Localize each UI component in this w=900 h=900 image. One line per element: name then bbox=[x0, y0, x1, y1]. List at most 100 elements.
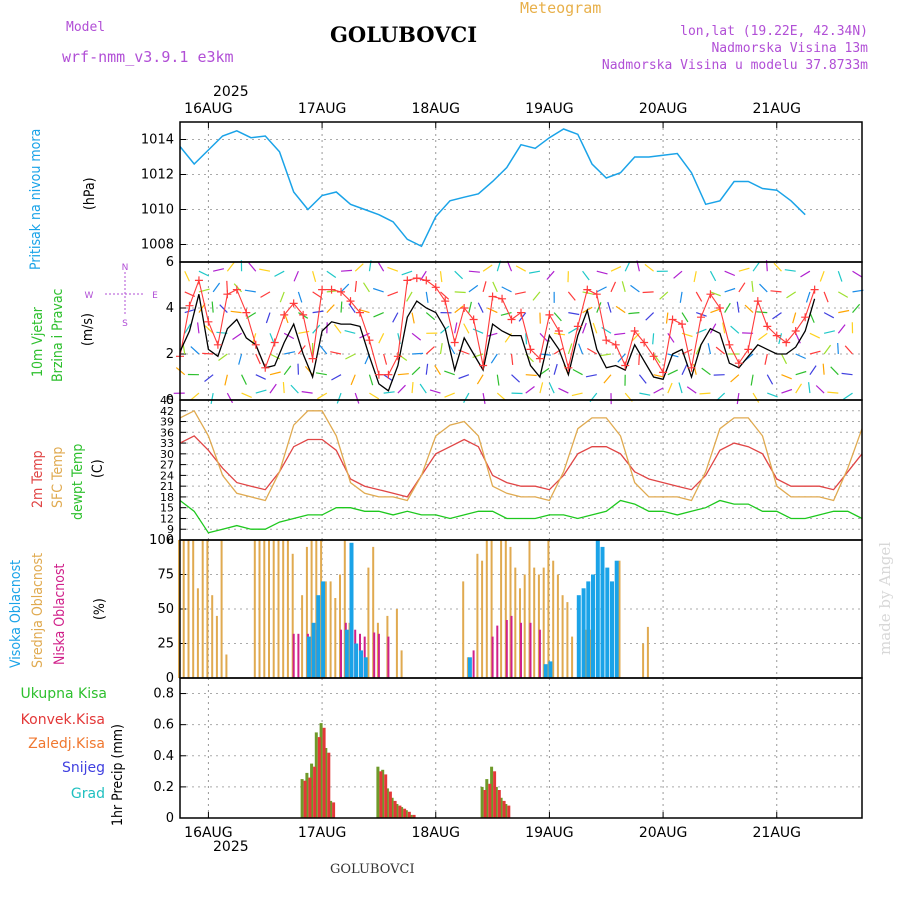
cloud-low-bar bbox=[387, 636, 390, 678]
gust-marker bbox=[422, 276, 431, 285]
wind-arrow bbox=[434, 365, 441, 376]
wind-arrow bbox=[665, 312, 669, 324]
wind-arrow bbox=[406, 291, 413, 302]
cloud-mid-bar bbox=[462, 581, 465, 678]
wind-arrow bbox=[326, 304, 335, 314]
compass-cross bbox=[105, 272, 145, 316]
wind-arrow bbox=[607, 301, 612, 313]
gust-marker bbox=[659, 368, 668, 377]
gust-marker bbox=[460, 304, 469, 312]
precip-total-bar bbox=[480, 786, 484, 818]
gust-marker bbox=[213, 340, 222, 349]
precip-conv-bar bbox=[407, 811, 411, 818]
y-tick-label: 12 bbox=[160, 512, 174, 525]
gust-marker bbox=[431, 283, 440, 292]
gust-marker bbox=[450, 338, 459, 347]
wind-arrow bbox=[340, 283, 350, 293]
wind-arrow bbox=[645, 312, 655, 321]
wind-arrow bbox=[248, 262, 257, 272]
gust-marker bbox=[242, 308, 251, 317]
wind-arrow bbox=[340, 301, 343, 313]
wind-arrow bbox=[582, 270, 590, 281]
wind-arrow bbox=[425, 346, 435, 355]
cloud-low-bar bbox=[520, 622, 522, 678]
cloud-mid-bar bbox=[277, 540, 280, 678]
wind-arrow bbox=[837, 324, 846, 334]
precip-total-bar bbox=[504, 804, 508, 818]
cloud-mid-bar bbox=[642, 643, 645, 678]
wind-arrow bbox=[781, 388, 793, 394]
wind-arrow bbox=[766, 374, 774, 385]
wind-arrow bbox=[585, 374, 597, 378]
wind-arrow bbox=[653, 387, 664, 394]
wind-arrow bbox=[238, 353, 243, 365]
wind-arrow bbox=[204, 374, 214, 382]
wind-arrow bbox=[282, 382, 285, 394]
gust-marker bbox=[753, 297, 762, 306]
gust-marker bbox=[223, 290, 232, 299]
wind-arrow bbox=[724, 302, 731, 313]
precip-total-bar bbox=[390, 797, 394, 818]
cloud-mid-bar bbox=[215, 615, 218, 678]
wind-arrow bbox=[383, 391, 395, 394]
gust-marker bbox=[611, 340, 620, 349]
precip-conv-bar bbox=[332, 802, 336, 818]
wind-arrow bbox=[241, 374, 247, 385]
day-label-top: 21AUG bbox=[753, 101, 802, 117]
wind-arrow bbox=[572, 368, 583, 376]
wind-arrow bbox=[724, 270, 736, 277]
wind-arrow bbox=[610, 281, 617, 293]
gust-marker bbox=[782, 338, 791, 347]
wind-arrow bbox=[639, 392, 651, 396]
wind-arrow bbox=[525, 386, 535, 394]
dewpoint-line bbox=[179, 499, 863, 534]
wind-arrow bbox=[808, 382, 811, 394]
precip-conv-bar bbox=[398, 805, 402, 818]
y-tick-label: 15 bbox=[160, 502, 174, 515]
wind-arrow bbox=[568, 312, 580, 316]
cloud-mid-bar bbox=[310, 540, 313, 678]
wind-arrow bbox=[477, 302, 484, 313]
wind-arrow bbox=[592, 322, 598, 334]
wind-arrow bbox=[482, 264, 493, 272]
wind-arrow bbox=[486, 332, 498, 337]
cloud-mid-bar bbox=[500, 540, 503, 678]
wind-arrow bbox=[568, 327, 579, 334]
wind-arrow bbox=[738, 282, 746, 293]
wind-arrow bbox=[770, 290, 782, 293]
cloud-mid-bar bbox=[263, 540, 266, 678]
wind-arrow bbox=[539, 367, 550, 376]
gust-marker bbox=[318, 285, 327, 294]
precip-conv-bar bbox=[384, 774, 388, 818]
gust-marker bbox=[261, 363, 270, 372]
cloud-mid-bar bbox=[291, 553, 294, 678]
wind-arrow bbox=[525, 374, 537, 377]
cloud-mid-bar bbox=[514, 567, 517, 678]
wind-arrow bbox=[429, 389, 441, 394]
wind-arrow bbox=[709, 323, 717, 334]
cloud-low-bar bbox=[292, 633, 295, 678]
cloud-low-bar bbox=[505, 620, 508, 678]
wind-arrow bbox=[496, 392, 506, 401]
day-label-top: 19AUG bbox=[525, 101, 574, 117]
wind-arrow bbox=[628, 312, 640, 315]
gust-marker bbox=[696, 313, 705, 322]
gust-marker bbox=[706, 290, 715, 299]
cloud-mid-bar bbox=[339, 574, 341, 678]
cloud-mid-bar bbox=[561, 595, 564, 678]
wind-arrow bbox=[440, 325, 450, 334]
wind-arrow bbox=[312, 310, 324, 314]
cloud-low-bar bbox=[538, 629, 541, 678]
wind-arrow bbox=[759, 283, 768, 293]
wind-arrow bbox=[202, 352, 214, 355]
wind-arrow bbox=[198, 270, 210, 277]
gust-marker bbox=[791, 327, 800, 335]
wind-arrow bbox=[501, 286, 512, 293]
wind-arrow bbox=[476, 374, 484, 385]
year-label-bottom: 2025 bbox=[213, 839, 249, 855]
y-tick-label: 42 bbox=[160, 405, 174, 418]
cloud-low-bar bbox=[529, 622, 532, 678]
cloud-low-bar bbox=[472, 650, 475, 678]
day-label-bottom: 16AUG bbox=[184, 825, 233, 841]
year-label-top: 2025 bbox=[213, 84, 249, 100]
